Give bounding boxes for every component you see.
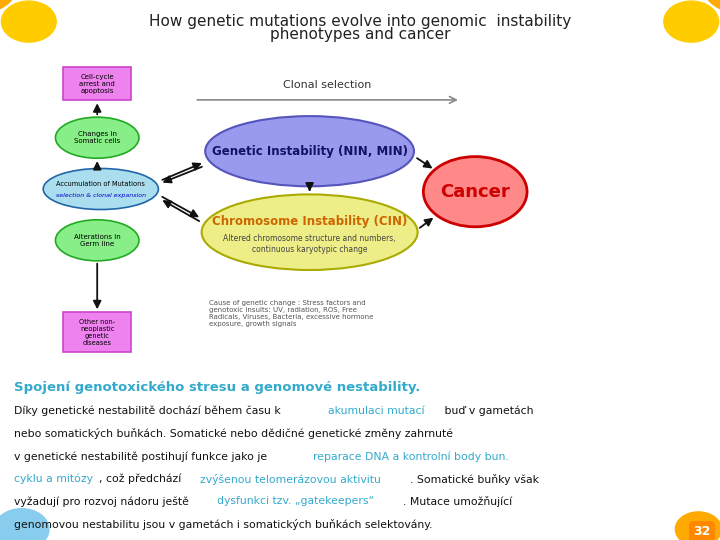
Text: reparace DNA a kontrolní body bun.: reparace DNA a kontrolní body bun. (313, 451, 509, 462)
Text: Spojení genotoxického stresu a genomové nestability.: Spojení genotoxického stresu a genomové … (14, 381, 420, 394)
Text: Altered chromosome structure and numbers,
continuous karyotypic change: Altered chromosome structure and numbers… (223, 234, 396, 254)
Ellipse shape (55, 117, 139, 158)
Text: . Somatické buňky však: . Somatické buňky však (410, 474, 539, 485)
Text: v genetické nestabilitě postihují funkce jako je: v genetické nestabilitě postihují funkce… (14, 451, 271, 462)
Text: Other non-
neoplastic
genetic
diseases: Other non- neoplastic genetic diseases (79, 319, 115, 346)
Ellipse shape (423, 157, 527, 227)
Text: Alterations in
Germ line: Alterations in Germ line (74, 234, 120, 247)
Text: Changes in
Somatic cells: Changes in Somatic cells (74, 131, 120, 144)
Text: Clonal selection: Clonal selection (284, 80, 372, 90)
Text: 32: 32 (693, 525, 711, 538)
Text: How genetic mutations evolve into genomic  instability: How genetic mutations evolve into genomi… (149, 14, 571, 29)
Text: phenotypes and cancer: phenotypes and cancer (270, 26, 450, 42)
Text: Díky genetické nestabilitě dochází během času k: Díky genetické nestabilitě dochází během… (14, 406, 284, 416)
Text: genomovou nestabilitu jsou v gametách i somatických buňkách selektovány.: genomovou nestabilitu jsou v gametách i … (14, 519, 433, 530)
Ellipse shape (43, 168, 158, 210)
Ellipse shape (55, 220, 139, 261)
Circle shape (675, 512, 720, 540)
Text: Cause of genetic change : Stress factors and
genotoxic insults: UV, radiation, R: Cause of genetic change : Stress factors… (209, 300, 373, 327)
Text: Genetic Instability (NIN, MIN): Genetic Instability (NIN, MIN) (212, 145, 408, 158)
Ellipse shape (205, 116, 414, 186)
Text: zvýšenou telomerázovou aktivitu: zvýšenou telomerázovou aktivitu (200, 474, 381, 485)
Text: Chromosome Instability (CIN): Chromosome Instability (CIN) (212, 215, 408, 228)
Text: . Mutace umožňující: . Mutace umožňující (403, 496, 513, 508)
Circle shape (702, 0, 720, 14)
Circle shape (0, 0, 18, 14)
Ellipse shape (202, 194, 418, 270)
Circle shape (0, 509, 49, 540)
Text: Cancer: Cancer (441, 183, 510, 201)
Circle shape (664, 1, 719, 42)
Text: cyklu a mitózy: cyklu a mitózy (14, 474, 94, 484)
Text: Cell-cycle
arrest and
apoptosis: Cell-cycle arrest and apoptosis (79, 73, 115, 94)
Text: vyžadují pro rozvoj nádoru ještě: vyžadují pro rozvoj nádoru ještě (14, 496, 193, 507)
Text: Accumulation of Mutations: Accumulation of Mutations (56, 180, 145, 187)
FancyBboxPatch shape (63, 67, 132, 100)
Text: dysfunkci tzv. „gatekeepers“: dysfunkci tzv. „gatekeepers“ (217, 496, 374, 507)
Text: , což předchází: , což předchází (99, 474, 185, 484)
Text: akumulaci mutací: akumulaci mutací (328, 406, 424, 416)
Circle shape (1, 1, 56, 42)
FancyBboxPatch shape (63, 312, 132, 352)
Text: nebo somatických buňkách. Somatické nebo dědičné genetické změny zahrnuté: nebo somatických buňkách. Somatické nebo… (14, 428, 454, 440)
Text: selection & clonal expansion: selection & clonal expansion (55, 193, 146, 198)
Text: buď v gametách: buď v gametách (441, 406, 533, 416)
